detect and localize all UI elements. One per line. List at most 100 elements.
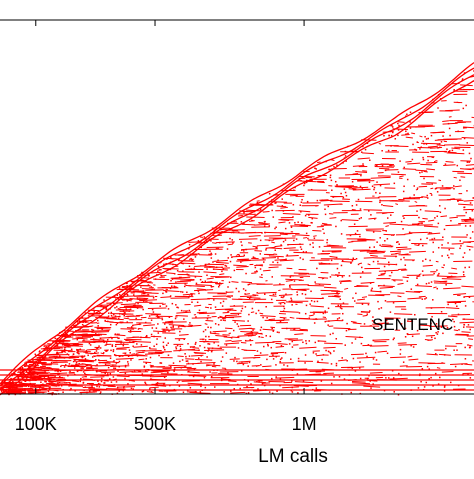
data-point: [151, 366, 153, 368]
data-point: [359, 337, 361, 339]
data-point: [127, 300, 129, 302]
data-point: [275, 238, 277, 240]
data-point: [336, 292, 338, 294]
data-point: [303, 185, 305, 187]
data-streak: [372, 340, 389, 341]
data-point: [98, 345, 100, 347]
data-point: [272, 261, 274, 263]
data-point: [168, 354, 170, 356]
data-point: [355, 338, 357, 340]
data-point: [249, 362, 251, 364]
data-streak: [290, 226, 308, 227]
data-point: [140, 286, 142, 288]
data-point: [340, 282, 342, 284]
data-point: [224, 320, 226, 322]
data-point: [82, 355, 84, 357]
data-point: [49, 378, 51, 380]
data-point: [110, 324, 112, 326]
data-point: [424, 136, 426, 138]
data-point: [73, 361, 75, 363]
data-streak: [424, 171, 428, 172]
data-point: [422, 368, 424, 370]
x-tick-label: 500K: [134, 414, 176, 434]
data-point: [163, 329, 165, 331]
data-point: [25, 365, 27, 367]
data-point: [205, 281, 207, 283]
data-point: [466, 234, 468, 236]
data-streak: [212, 243, 216, 244]
data-point: [385, 170, 387, 172]
data-point: [449, 150, 451, 152]
data-point: [442, 236, 444, 238]
data-point: [428, 138, 430, 140]
data-streak: [362, 297, 367, 298]
data-point: [463, 207, 465, 209]
data-point: [318, 340, 320, 342]
data-point: [436, 269, 438, 271]
data-point: [124, 352, 126, 354]
data-point: [360, 175, 362, 177]
data-point: [24, 380, 26, 382]
data-point: [449, 128, 451, 130]
data-point: [190, 392, 192, 394]
data-point: [247, 365, 249, 367]
data-point: [218, 317, 220, 319]
data-point: [459, 180, 461, 182]
data-point: [15, 391, 17, 393]
data-point: [470, 202, 472, 204]
data-point: [189, 355, 191, 357]
data-point: [214, 333, 216, 335]
data-point: [332, 333, 334, 335]
data-point: [426, 143, 428, 145]
data-point: [289, 286, 291, 288]
data-point: [117, 371, 119, 373]
data-point: [83, 371, 85, 373]
data-point: [379, 202, 381, 204]
data-point: [422, 157, 424, 159]
data-point: [159, 362, 161, 364]
data-point: [264, 232, 266, 234]
data-point: [293, 240, 295, 242]
data-streak: [398, 122, 404, 123]
data-point: [143, 300, 145, 302]
data-point: [300, 204, 302, 206]
data-point: [207, 327, 209, 329]
data-point: [200, 279, 202, 281]
data-point: [167, 342, 169, 344]
data-point: [205, 339, 207, 341]
data-point: [452, 150, 454, 152]
data-point: [419, 148, 421, 150]
data-point: [95, 359, 97, 361]
data-point: [190, 387, 192, 389]
data-point: [426, 238, 428, 240]
data-point: [113, 314, 115, 316]
data-point: [105, 364, 107, 366]
data-point: [472, 231, 474, 233]
data-point: [157, 315, 159, 317]
data-point: [168, 308, 170, 310]
data-point: [209, 266, 211, 268]
data-point: [131, 281, 133, 283]
data-point: [294, 280, 296, 282]
data-point: [101, 381, 103, 383]
data-point: [192, 363, 194, 365]
data-point: [399, 160, 401, 162]
data-point: [195, 342, 197, 344]
data-point: [290, 358, 292, 360]
data-point: [284, 303, 286, 305]
data-streak: [176, 316, 188, 317]
data-point: [310, 291, 312, 293]
data-point: [205, 336, 207, 338]
data-point: [427, 160, 429, 162]
data-point: [376, 181, 378, 183]
data-point: [457, 165, 459, 167]
data-point: [205, 387, 207, 389]
data-streak: [430, 188, 433, 189]
data-streak: [419, 296, 426, 297]
data-point: [438, 273, 440, 275]
data-point: [343, 302, 345, 304]
data-point: [204, 347, 206, 349]
data-point: [449, 135, 451, 137]
data-streak: [445, 110, 460, 111]
data-point: [323, 233, 325, 235]
